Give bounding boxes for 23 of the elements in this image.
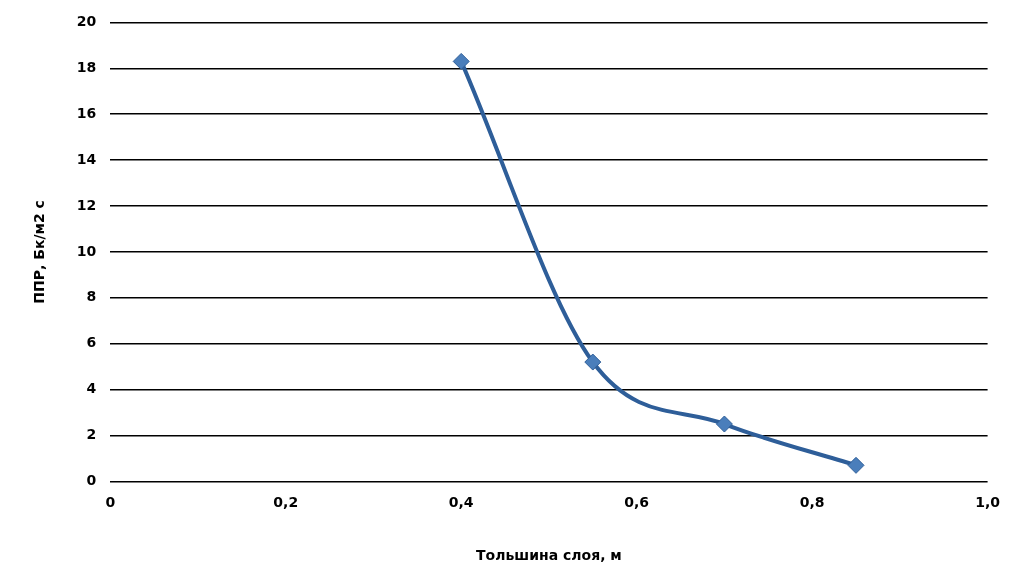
point <box>847 456 865 474</box>
y-tick-label: 18 <box>76 58 97 75</box>
x-tick-label: 0 <box>105 494 116 511</box>
y-axis-title: ППР, Бк/м2 с <box>31 200 48 304</box>
x-tick-label: 0,6 <box>624 494 650 511</box>
x-tick-label: 0,4 <box>448 494 474 511</box>
y-tick-label: 20 <box>76 13 97 30</box>
y-tick-label: 4 <box>86 380 97 397</box>
point <box>584 353 602 371</box>
point <box>715 415 733 433</box>
x-tick-label: 0,2 <box>273 494 299 511</box>
point <box>452 52 470 70</box>
y-tick-label: 10 <box>76 242 97 259</box>
y-tick-label: 0 <box>86 472 97 489</box>
x-axis-title: Тольшина слоя, м <box>476 547 622 564</box>
y-tick-label: 12 <box>76 196 97 213</box>
x-tick-label: 1,0 <box>975 494 1001 511</box>
y-tick-label: 16 <box>76 104 97 121</box>
y-tick-label: 2 <box>86 426 97 443</box>
x-tick-label: 0,8 <box>799 494 825 511</box>
y-tick-label: 8 <box>86 288 97 305</box>
y-tick-label: 14 <box>76 150 97 167</box>
y-tick-label: 6 <box>86 334 97 351</box>
